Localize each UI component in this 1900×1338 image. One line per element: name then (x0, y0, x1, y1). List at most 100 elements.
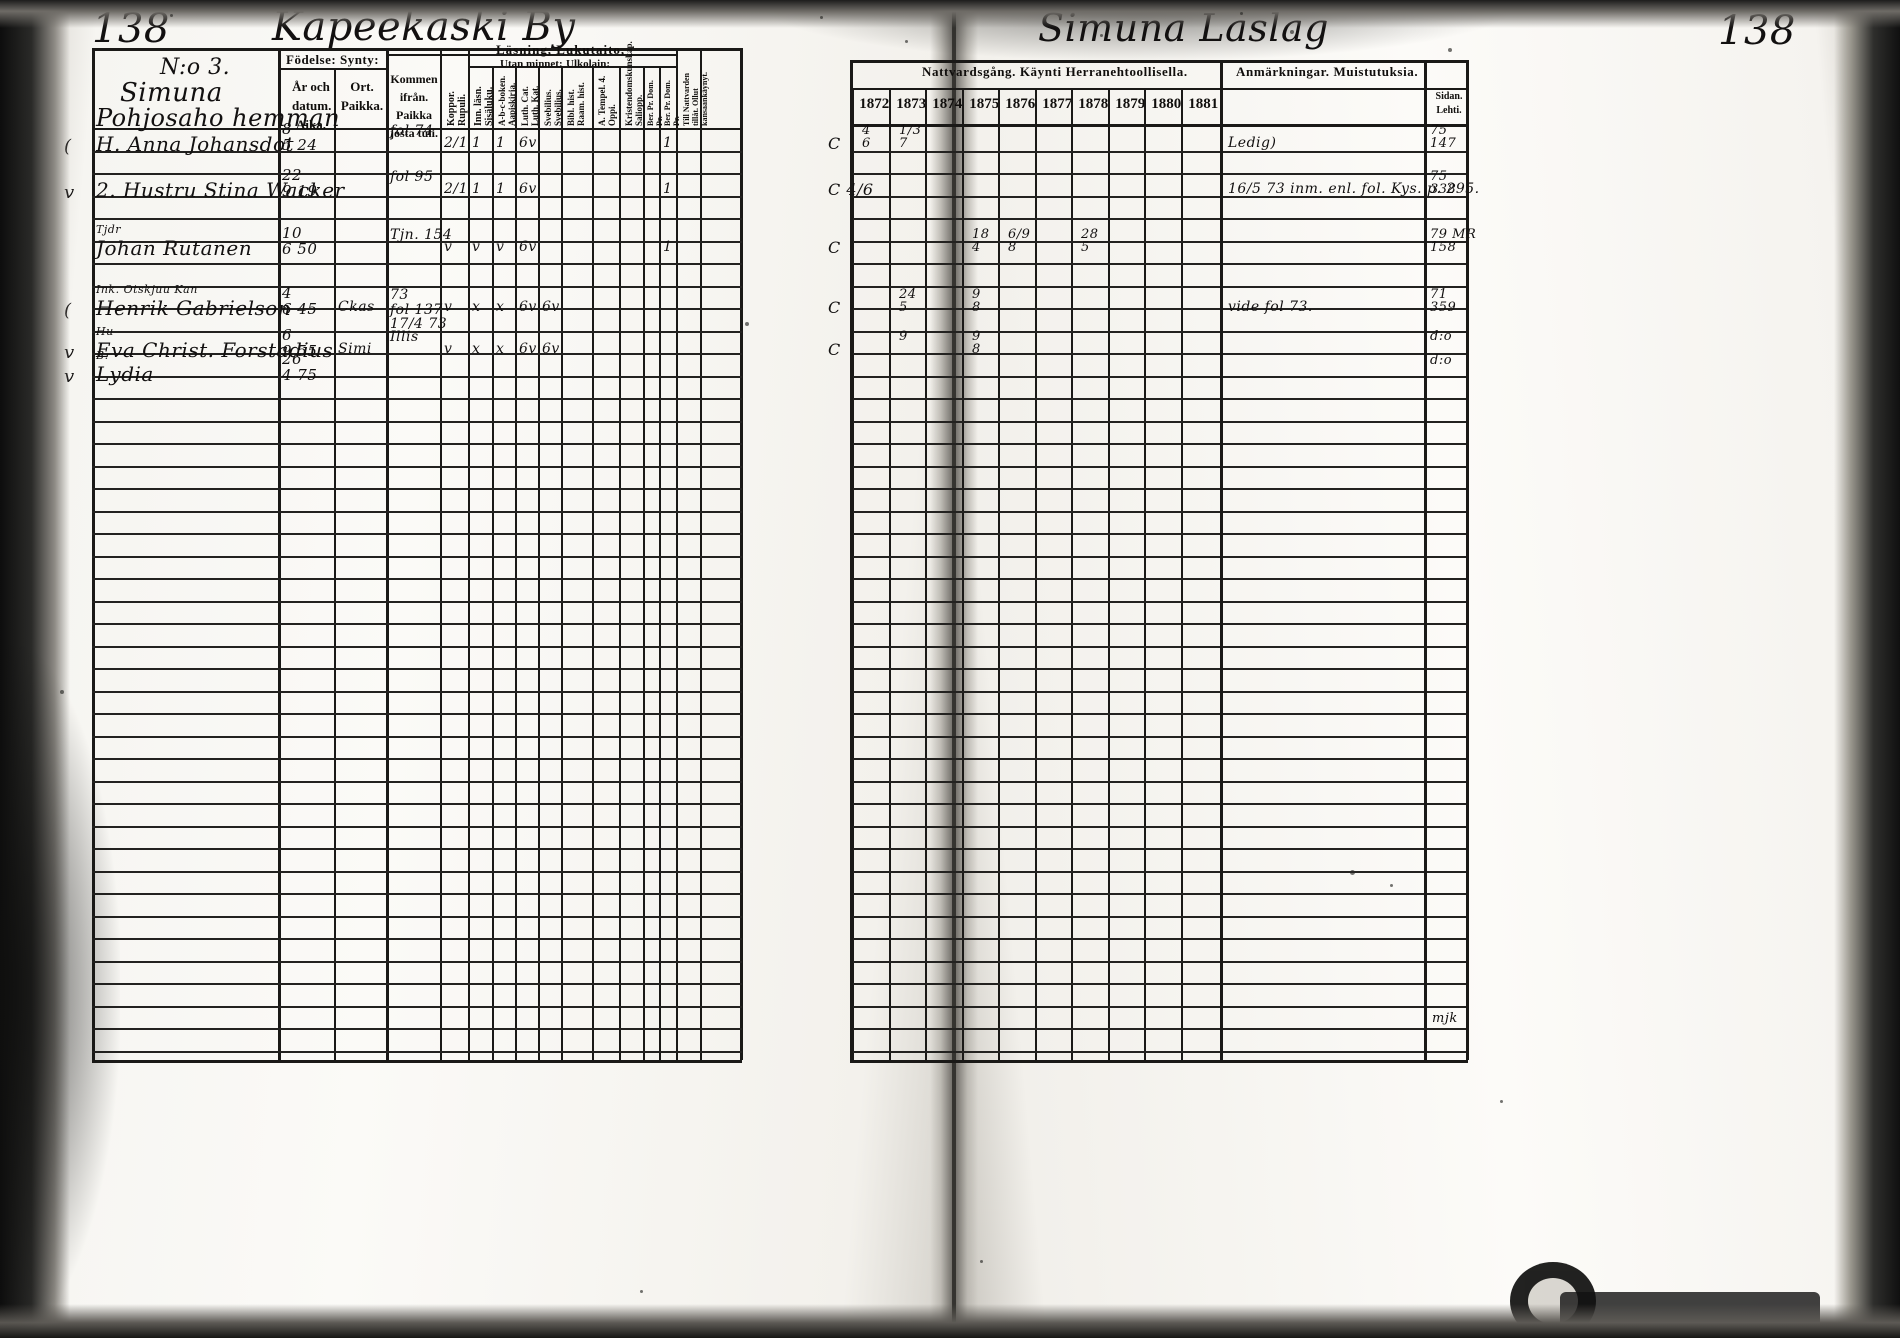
table-row-rule (92, 713, 742, 715)
birth-date-5: 26 4 75 (282, 350, 318, 384)
mark-cell-2-1: v (472, 239, 481, 255)
andra-col-header: A. Tempel. 4. Oppi. (597, 75, 617, 126)
vrule-year-1880 (1144, 88, 1146, 1060)
communion-1872-row0: 4 6 (862, 123, 871, 151)
table-row-rule (850, 916, 1468, 918)
archive-stamp-band (1560, 1292, 1820, 1338)
right-table-bottom-rule (850, 1060, 1468, 1063)
vrule-year-1877 (1035, 88, 1037, 1060)
table-row-rule (850, 151, 1468, 153)
note-3: vide fol 73. (1228, 299, 1313, 315)
table-row-rule (850, 533, 1468, 535)
row-prefix-3: Ink. Otskjuu Kan (96, 283, 198, 296)
right-header-mid-rule (850, 88, 1468, 90)
page-number-right: 138 (1718, 8, 1796, 54)
table-row-rule (850, 826, 1468, 828)
communion-1873-row0: 1/3 7 (899, 123, 922, 151)
vrule-l6 (492, 66, 494, 1060)
row-marker-3: ( (64, 300, 72, 321)
vrule-l14 (676, 48, 678, 1060)
person-number-label: N:o 3. (160, 55, 231, 80)
table-row-rule (92, 893, 742, 895)
vrule-r-left (850, 60, 853, 1060)
table-row-rule (850, 668, 1468, 670)
scan-speck (60, 690, 64, 694)
table-row-rule (92, 983, 742, 985)
left-header-bottom-rule (92, 128, 742, 130)
person-name-5: Lydia (96, 362, 154, 386)
table-row-rule (850, 398, 1468, 400)
table-row-rule (92, 758, 742, 760)
person-farm-label: Pohjosaho hemman (96, 104, 341, 132)
table-row-rule (850, 511, 1468, 513)
scan-speck (1290, 30, 1294, 34)
table-row-rule (92, 241, 742, 243)
page-number-left: 138 (92, 6, 170, 52)
scan-speck (1240, 12, 1243, 15)
left-header-rule-b (388, 54, 678, 56)
page-ref-4: d:o (1430, 329, 1453, 344)
birth-date-2: 10 6 50 (282, 224, 318, 258)
right-header-bottom-rule (850, 124, 1468, 127)
table-row-rule (92, 173, 742, 175)
vrule-l3 (386, 48, 389, 1060)
communion-1875-row2: 18 4 (972, 227, 990, 255)
reading-group-header: Läsning, Lukutaito, (496, 42, 626, 57)
mark-cell-4-3: 6v (519, 341, 537, 357)
table-row-rule (92, 196, 742, 198)
year-header-1872: 1872 (859, 96, 890, 112)
till-nattvarden-col-header: Till Nattvarden tillåt. Ollut kansaankäy… (682, 71, 709, 126)
row-prefix-5: B. (96, 349, 109, 362)
table-row-rule (850, 691, 1468, 693)
mark-cell-2-2: v (496, 239, 505, 255)
svebilius-col-header: Svebilius. Svebilius. (543, 89, 563, 126)
scan-speck (745, 322, 749, 326)
table-row-rule (92, 286, 742, 288)
vrule-l7 (515, 66, 517, 1060)
vrule-year-1878 (1071, 88, 1073, 1060)
table-row-rule (92, 263, 742, 265)
mark-cell-3-4: 6v (542, 299, 560, 315)
mark-cell-3-0: v (444, 299, 453, 315)
left-header-rule-c (470, 66, 678, 68)
table-row-rule (850, 421, 1468, 423)
table-row-rule (92, 443, 742, 445)
birth-year-line1: År och datum. (292, 79, 332, 113)
communion-prefix-1: C 4/6 (828, 180, 874, 199)
vrule-l15 (700, 48, 702, 1060)
communion-1876-row2: 6/9 8 (1008, 227, 1031, 255)
birth-date-3: 4 6 45 (282, 284, 318, 318)
vrule-year-1881 (1181, 88, 1183, 1060)
vrule-year-1872 (852, 88, 854, 1060)
mark-cell-2-0: v (444, 239, 453, 255)
row-marker-4: v (64, 342, 75, 363)
scan-speck (170, 14, 173, 17)
communion-1875-row4: 9 8 (972, 329, 981, 357)
birth-date-0: 8 5 24 (282, 120, 318, 154)
mark-cell-3-3: 6v (519, 299, 537, 315)
by-heart-group-header: Utan minnet: (500, 58, 563, 70)
table-row-rule (92, 961, 742, 963)
koppor-col-header: Koppor. Rupuli. (446, 91, 468, 126)
vrule-l4 (440, 48, 442, 1060)
page-ref-2: 79 MR 158 (1430, 227, 1477, 255)
mark-cell-0-1: 1 (472, 135, 482, 151)
vrule-r-notes (1220, 60, 1223, 1060)
scan-speck (1100, 34, 1103, 37)
person-name-0: H. Anna Johansdot (96, 132, 295, 156)
sidan-col-header: Sidan. Lehti. (1435, 91, 1463, 116)
birth-date-1: 22 9 19 (282, 166, 318, 200)
abc-col-header: A-b-c-boken. Aapiskirja. (497, 75, 517, 126)
table-row-rule (850, 713, 1468, 715)
innanlasning-col-header: Inn. läsn. Sisäluku. (473, 86, 495, 126)
communion-1873-row3: 24 5 (899, 287, 917, 315)
person-name-2: Johan Rutanen (96, 236, 253, 260)
row-marker-5: v (64, 366, 75, 387)
table-row-rule (850, 466, 1468, 468)
table-row-rule (850, 578, 1468, 580)
table-row-rule (92, 421, 742, 423)
vrule-l11 (619, 66, 621, 1060)
table-row-rule (850, 1028, 1468, 1030)
table-row-rule (850, 758, 1468, 760)
table-row-rule (92, 848, 742, 850)
